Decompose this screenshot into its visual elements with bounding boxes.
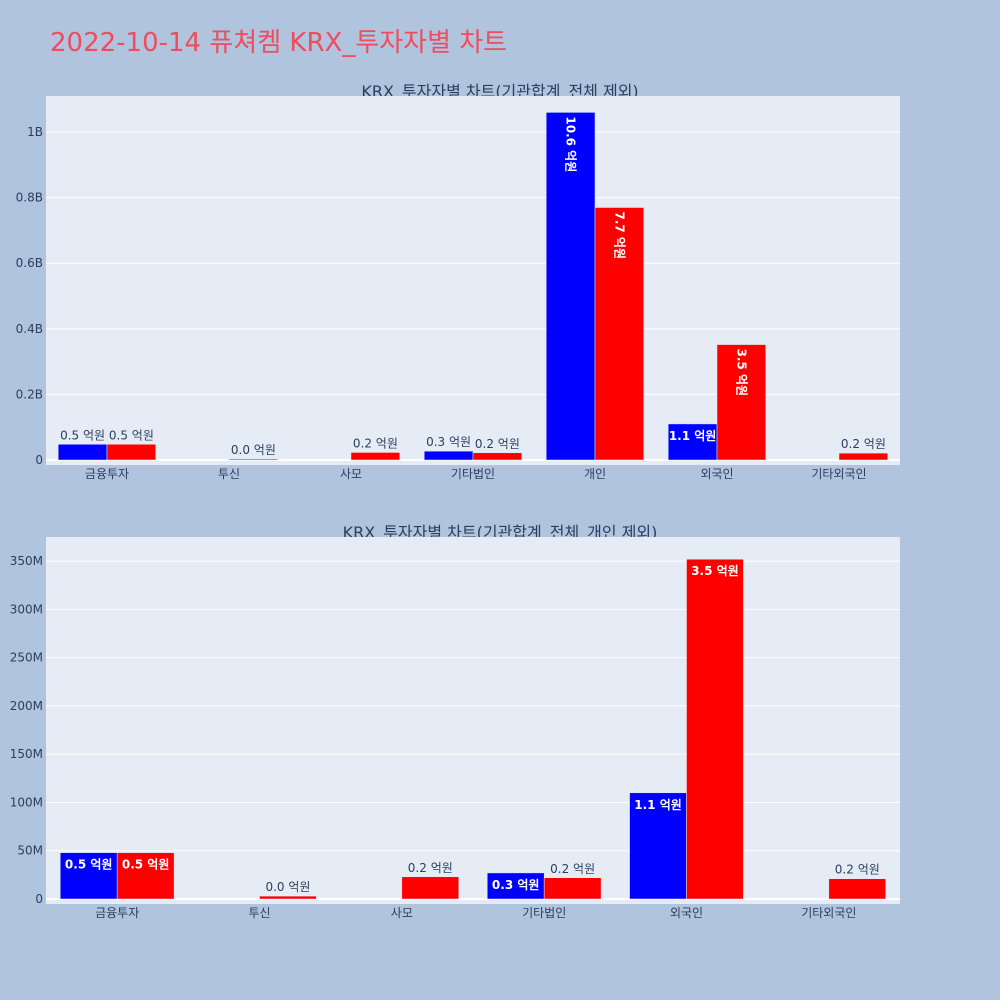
x-tick-label: 기타법인 <box>522 906 566 920</box>
data-label: 0.5 억원 <box>65 858 113 872</box>
bar <box>486 872 545 900</box>
x-tick-label: 기타외국인 <box>811 467 866 481</box>
x-tick-label: 외국인 <box>700 467 733 481</box>
y-tick-label: 350M <box>10 554 43 568</box>
y-tick-label: 0 <box>35 453 43 467</box>
data-label: 0.0 억원 <box>231 443 276 457</box>
bar <box>838 452 889 461</box>
y-tick-label: 200M <box>10 699 43 713</box>
bar <box>259 895 317 900</box>
data-label: 10.6 억원 <box>564 116 578 172</box>
bar <box>228 458 279 461</box>
data-label: 0.2 억원 <box>550 862 595 876</box>
data-label: 3.5 억원 <box>691 564 739 578</box>
bar <box>401 876 460 900</box>
data-label: 0.2 억원 <box>835 863 880 877</box>
y-tick-label: 150M <box>10 747 43 761</box>
y-tick-label: 300M <box>10 602 43 616</box>
data-label: 0.5 억원 <box>60 428 105 442</box>
y-tick-label: 0.4B <box>16 322 43 336</box>
bar <box>629 792 687 900</box>
bar <box>545 112 596 461</box>
data-label: 0.3 억원 <box>492 878 540 892</box>
data-label: 0.2 억원 <box>475 437 520 451</box>
data-label: 1.1 억원 <box>634 798 682 812</box>
y-tick-label: 0 <box>35 892 43 906</box>
x-tick-label: 투신 <box>218 467 240 481</box>
y-tick-label: 100M <box>10 795 43 809</box>
x-tick-label: 외국인 <box>670 906 703 920</box>
bar <box>106 444 157 461</box>
x-tick-label: 사모 <box>391 906 413 920</box>
data-label: 7.7 억원 <box>612 211 626 259</box>
y-tick-label: 0.8B <box>16 191 43 205</box>
x-tick-label: 기타법인 <box>451 467 495 481</box>
x-tick-label: 투신 <box>248 906 270 920</box>
x-tick-label: 금융투자 <box>95 906 139 920</box>
bar <box>350 452 401 461</box>
y-tick-label: 0.2B <box>16 387 43 401</box>
data-label: 1.1 억원 <box>669 429 717 443</box>
bar <box>828 878 887 900</box>
x-tick-label: 사모 <box>340 467 362 481</box>
plot-area <box>46 537 900 904</box>
x-tick-label: 금융투자 <box>85 467 129 481</box>
bar <box>59 852 118 900</box>
bar <box>116 852 175 900</box>
data-label: 0.5 억원 <box>122 858 170 872</box>
data-label: 0.5 억원 <box>109 428 154 442</box>
data-label: 0.0 억원 <box>265 880 310 894</box>
bar <box>594 207 645 461</box>
bar <box>716 344 767 461</box>
y-tick-label: 1B <box>27 125 43 139</box>
data-label: 0.3 억원 <box>426 435 471 449</box>
bar <box>667 423 718 461</box>
x-tick-label: 기타외국인 <box>801 906 856 920</box>
data-label: 0.2 억원 <box>353 436 398 450</box>
x-tick-label: 개인 <box>584 467 606 481</box>
data-label: 0.2 억원 <box>841 437 886 451</box>
y-tick-label: 250M <box>10 651 43 665</box>
data-label: 0.2 억원 <box>408 861 453 875</box>
bar <box>686 558 744 900</box>
bar <box>472 452 523 461</box>
bar <box>543 877 602 900</box>
y-tick-label: 50M <box>17 844 43 858</box>
y-tick-label: 0.6B <box>16 256 43 270</box>
data-label: 3.5 억원 <box>734 349 748 397</box>
page-title: 2022-10-14 퓨쳐켐 KRX_투자자별 차트 <box>50 28 508 58</box>
